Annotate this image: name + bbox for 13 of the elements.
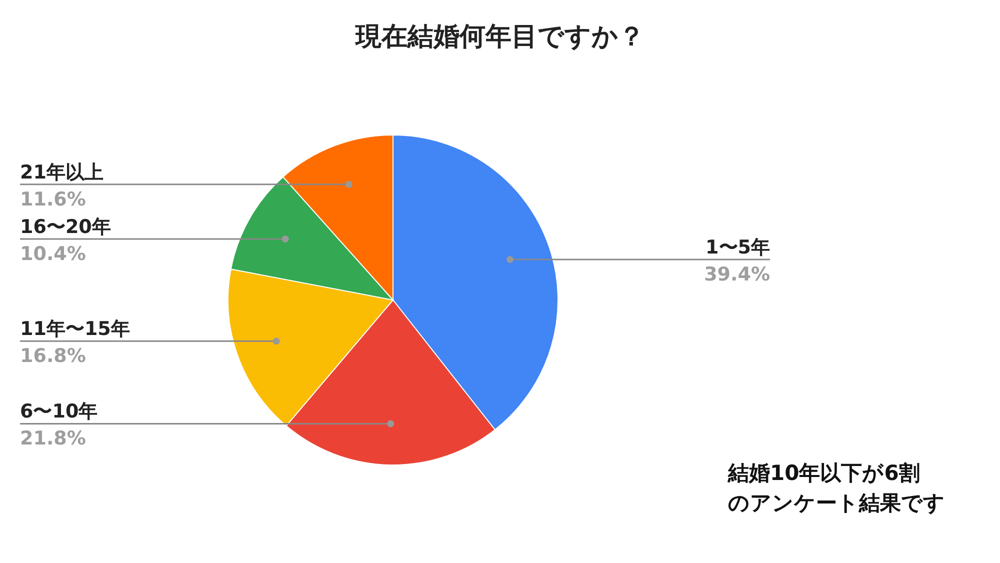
slice-label: 1〜5年 [706,236,770,259]
text: のアンケート結果です [728,491,945,515]
slice-label: 6〜10年 [20,400,98,423]
data-label: 11.6% [20,188,86,210]
data-label: 10.4% [20,243,86,266]
data-label: 21.8% [20,428,86,450]
slice-label: 16〜20年 [20,216,111,238]
slice-label: 11年〜15年 [20,318,130,340]
data-label: 39.4% [704,264,770,286]
chart-title: 現在結婚何年目ですか？ [354,22,644,52]
text: 結婚10年以下が6割 [727,461,920,485]
slice-label: 21年以上 [20,161,104,184]
data-label: 16.8% [20,345,86,368]
